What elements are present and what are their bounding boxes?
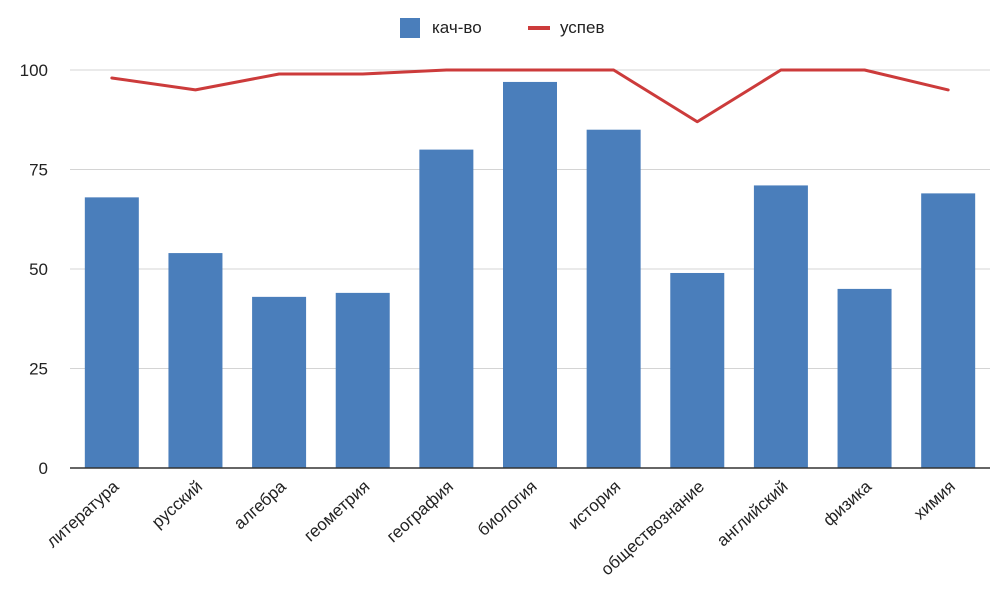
y-tick-label: 50 bbox=[29, 260, 48, 279]
y-tick-label: 75 bbox=[29, 161, 48, 180]
bar-биология bbox=[503, 81, 557, 468]
x-tick-label: география bbox=[383, 477, 457, 546]
legend-swatch-bar bbox=[400, 18, 420, 38]
y-axis-ticks: 0 25 50 75 100 bbox=[20, 61, 48, 478]
bar-обществознание bbox=[670, 272, 725, 468]
legend-label-line: успев bbox=[560, 18, 605, 37]
bar-химия bbox=[921, 193, 976, 468]
x-tick-label: физика bbox=[819, 476, 875, 529]
bar-алгебра bbox=[252, 296, 307, 468]
x-tick-label: русский bbox=[148, 477, 206, 532]
bars-series bbox=[84, 81, 976, 469]
x-tick-label: химия bbox=[910, 477, 959, 523]
x-tick-label: алгебра bbox=[230, 476, 290, 533]
y-tick-label: 25 bbox=[29, 360, 48, 379]
bar-география bbox=[419, 149, 474, 468]
x-tick-label: литература bbox=[43, 476, 123, 551]
legend-label-bar: кач-во bbox=[432, 18, 482, 37]
x-axis-labels: литература русский алгебра геометрия географ… bbox=[43, 476, 959, 579]
y-tick-label: 0 bbox=[39, 459, 48, 478]
x-tick-label: геометрия bbox=[300, 477, 373, 545]
bar-геометрия bbox=[335, 292, 390, 468]
bar-история bbox=[586, 129, 641, 468]
line-series bbox=[110, 68, 950, 124]
x-tick-label: история bbox=[565, 477, 625, 533]
x-tick-label: английский bbox=[713, 477, 791, 550]
bar-физика bbox=[837, 288, 892, 468]
bar-литература bbox=[84, 197, 139, 469]
y-tick-label: 100 bbox=[20, 61, 48, 80]
x-tick-label: биология bbox=[474, 477, 541, 540]
bar-английский bbox=[753, 185, 808, 469]
bar-русский bbox=[168, 253, 223, 468]
legend: кач-во успев bbox=[400, 18, 605, 38]
